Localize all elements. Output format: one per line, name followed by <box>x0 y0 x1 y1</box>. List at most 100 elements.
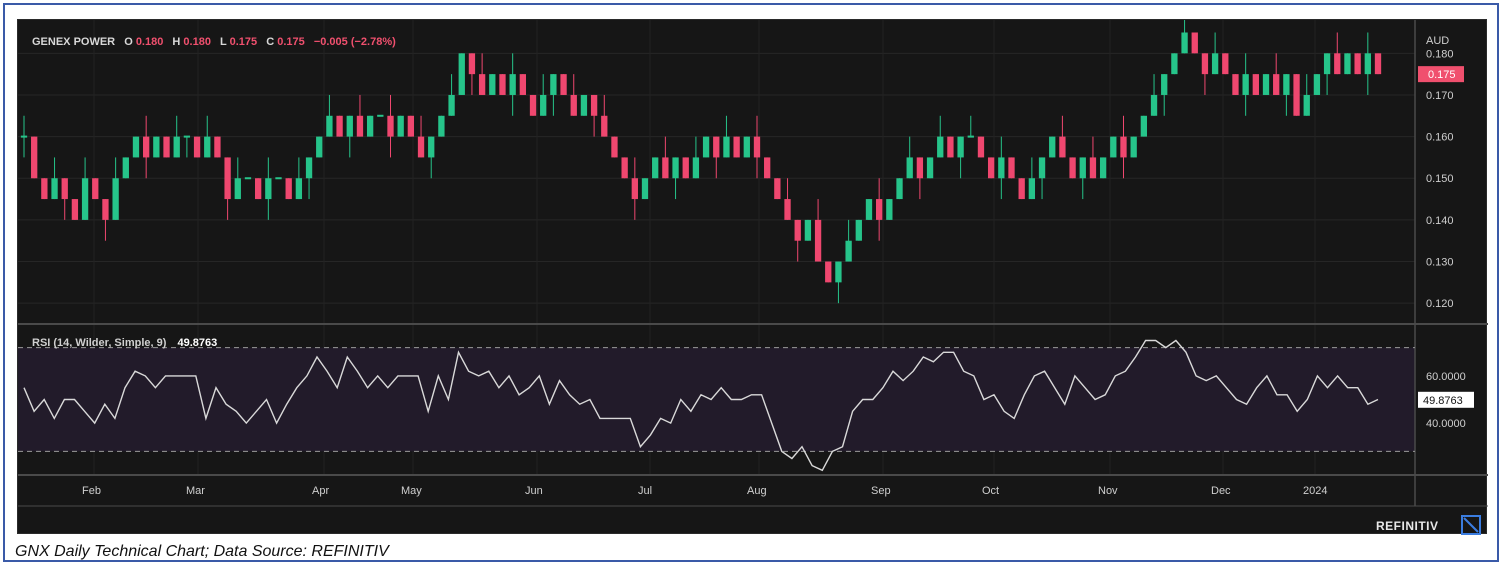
candle-body <box>61 178 68 200</box>
candle-body <box>31 136 38 179</box>
candle-body <box>845 240 852 262</box>
candle-body <box>1018 178 1025 200</box>
candle-body <box>81 178 89 220</box>
candle-body <box>102 199 109 220</box>
candle-body <box>753 136 761 158</box>
low-label: L <box>220 36 227 48</box>
candle-body <box>957 136 964 158</box>
candle-body <box>1201 53 1209 75</box>
candle-body <box>570 94 577 116</box>
candle-body <box>1374 53 1382 75</box>
rsi-series-line <box>23 339 1379 472</box>
candle-body <box>1130 136 1137 158</box>
candle-body <box>1354 53 1361 75</box>
open-label: O <box>124 36 133 48</box>
candle-body <box>702 136 710 158</box>
price-tick-label: 0.160 <box>1426 132 1454 144</box>
refinitiv-logo-icon <box>1461 515 1481 535</box>
svg-text:RSI (14, Wilder, Simple, 9): RSI (14, Wilder, Simple, 9) 49.8763 <box>32 337 217 349</box>
candle-body <box>1140 115 1148 137</box>
candle-body <box>1110 136 1117 158</box>
candle-body <box>1252 74 1259 95</box>
price-tick-label: 0.130 <box>1426 257 1454 269</box>
candle-body <box>835 261 842 283</box>
candle-body <box>428 136 435 158</box>
candle-body <box>326 115 333 137</box>
candle-body <box>183 135 191 138</box>
candle-body <box>193 136 201 158</box>
candle-body <box>580 94 588 116</box>
price-tick-label: 0.180 <box>1426 48 1454 60</box>
candle-body <box>682 157 689 179</box>
candle-body <box>519 74 526 95</box>
candle-body <box>529 94 537 116</box>
candle-body <box>204 136 211 158</box>
candle-body <box>41 178 48 200</box>
candle-body <box>611 136 618 158</box>
candle-body <box>1222 53 1229 75</box>
x-tick-label: Mar <box>186 485 205 497</box>
candle-body <box>1099 157 1107 179</box>
candle-body <box>377 114 384 117</box>
candle-body <box>1028 178 1036 200</box>
candle-body <box>977 136 985 158</box>
candle-body <box>1283 74 1290 95</box>
candle-body <box>1079 157 1086 179</box>
candle-body <box>1262 74 1270 95</box>
candle-body <box>1038 157 1046 179</box>
candle-body <box>468 53 476 75</box>
close-value: 0.175 <box>277 36 305 48</box>
candle-body <box>825 261 832 283</box>
x-tick-label: Aug <box>747 485 767 497</box>
candle-body <box>295 178 303 200</box>
candle-body <box>244 177 252 180</box>
candle-body <box>316 136 323 158</box>
candle-body <box>784 199 791 220</box>
candle-body <box>336 115 343 137</box>
candle-body <box>397 115 404 137</box>
candle-body <box>1323 53 1331 75</box>
candle-body <box>112 178 119 220</box>
x-tick-label: Jul <box>638 485 652 497</box>
candle-body <box>590 94 598 116</box>
candle-body <box>214 136 221 158</box>
candle-body <box>224 157 231 200</box>
candle-body <box>743 136 750 158</box>
chart-title: GENEX POWER <box>32 36 115 48</box>
candle-body <box>987 157 995 179</box>
currency-label: AUD <box>1426 35 1449 47</box>
candle-body <box>540 94 547 116</box>
open-value: 0.180 <box>136 36 164 48</box>
x-tick-label: Feb <box>82 485 101 497</box>
candle-body <box>550 74 557 95</box>
figure-caption: GNX Daily Technical Chart; Data Source: … <box>15 543 389 560</box>
x-tick-label: May <box>401 485 422 497</box>
candle-body <box>886 199 893 220</box>
candle-body <box>794 219 801 241</box>
x-tick-label: 2024 <box>1303 485 1327 497</box>
candle-body <box>1232 74 1239 95</box>
candle-body <box>998 157 1005 179</box>
candle-body <box>1313 74 1321 95</box>
candle-body <box>305 157 313 179</box>
chart-area: GENEX POWER O 0.180 H 0.180 L 0.175 C 0.… <box>17 11 1488 535</box>
candle-body <box>132 136 140 158</box>
candles <box>20 11 1382 304</box>
candle-body <box>1334 53 1341 75</box>
candle-body <box>916 157 924 179</box>
candle-body <box>876 199 883 220</box>
candle-body <box>234 178 241 200</box>
candle-body <box>92 178 99 200</box>
candle-body <box>1211 53 1219 75</box>
candle-body <box>1242 74 1249 95</box>
candle-body <box>662 157 669 179</box>
candle-body <box>1120 136 1127 158</box>
rsi-tick-label: 40.0000 <box>1426 418 1466 430</box>
candle-body <box>652 157 659 179</box>
candle-body <box>1273 74 1280 95</box>
candle-body <box>20 135 28 138</box>
candle-body <box>417 136 425 158</box>
candle-body <box>448 94 455 116</box>
rsi-axis-ticks: 60.0000 40.0000 <box>1426 371 1466 430</box>
candle-body <box>713 136 720 158</box>
